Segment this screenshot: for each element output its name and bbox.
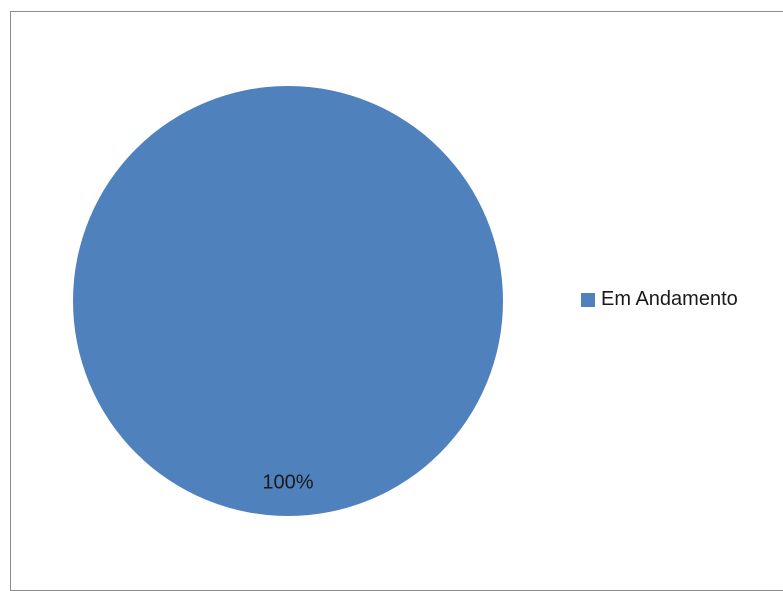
- legend-label-em-andamento: Em Andamento: [601, 288, 738, 310]
- pie-slice-em-andamento: [73, 86, 503, 516]
- pie-slices: [73, 86, 503, 516]
- legend: Em Andamento: [581, 288, 738, 311]
- pie-data-labels: 100%: [262, 472, 313, 494]
- data-label-em-andamento: 100%: [262, 472, 313, 494]
- legend-swatch-em-andamento: [581, 292, 595, 307]
